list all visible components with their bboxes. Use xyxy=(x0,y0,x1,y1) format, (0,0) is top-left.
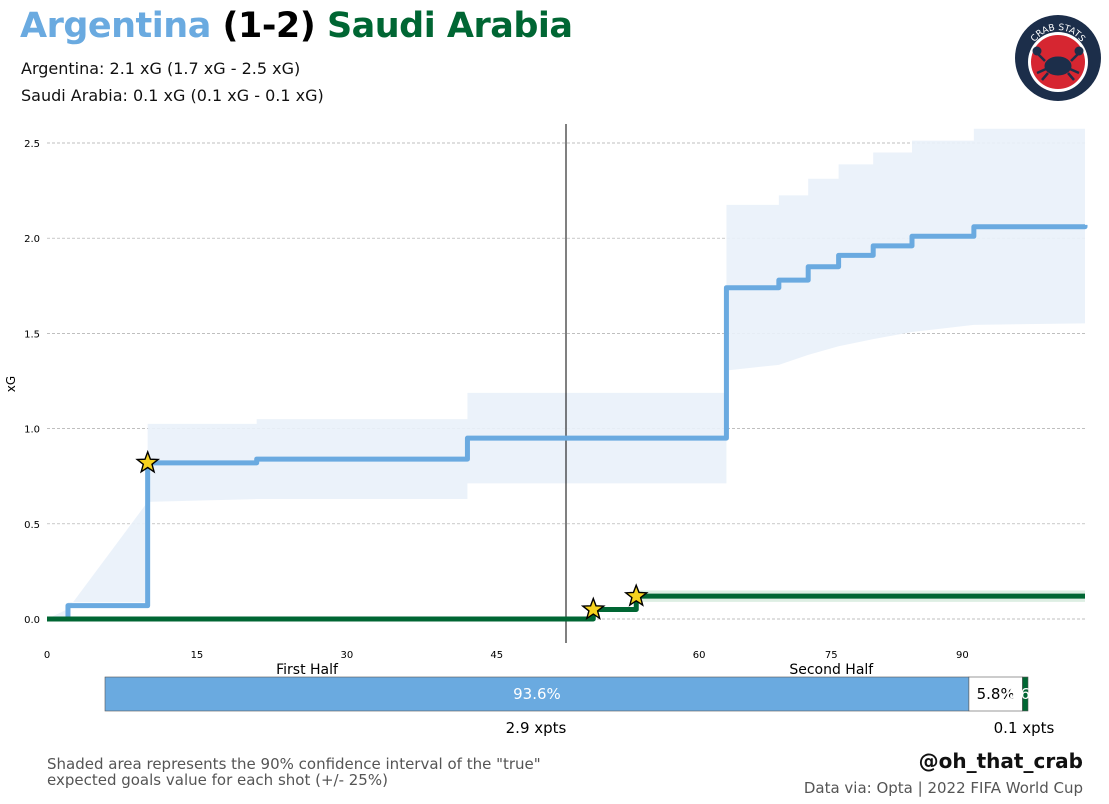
saudi-xpts: 0.1 xpts xyxy=(994,719,1055,737)
half-label: Second Half xyxy=(789,662,874,678)
saudi-win-segment xyxy=(1022,676,1029,712)
y-tick-label: 1.0 xyxy=(24,425,40,436)
match-title: Argentina (1-2) Saudi Arabia xyxy=(20,6,573,46)
draw-pct: 5.8% xyxy=(977,685,1015,703)
crab-stats-logo: CRAB STATS xyxy=(1015,15,1101,101)
y-tick-label: 0.0 xyxy=(24,615,40,626)
draw-segment xyxy=(968,676,1023,712)
goal-star-icon xyxy=(623,583,649,607)
axis-ticks: 0.0 0.5 1.0 1.5 2.0 2.5 0 15 30 45 60 75 90 First Hal… xyxy=(24,139,969,678)
x-tick-label: 30 xyxy=(340,650,353,661)
x-tick-label: 15 xyxy=(191,650,204,661)
x-tick-label: 75 xyxy=(825,650,838,661)
data-source: Data via: Opta | 2022 FIFA World Cup xyxy=(803,779,1083,797)
confidence-note: Shaded area represents the 90% confidenc… xyxy=(47,755,541,789)
y-tick-label: 2.5 xyxy=(24,139,40,150)
argentina-xpts: 2.9 xpts xyxy=(506,719,567,737)
half-label: First Half xyxy=(276,662,339,678)
goal-star-icon xyxy=(135,449,161,474)
y-axis-label: xG xyxy=(4,376,18,392)
x-tick-label: 0 xyxy=(44,650,50,661)
goal-markers xyxy=(135,449,649,621)
saudi-xg-line: Saudi Arabia: 0.1 xG (0.1 xG - 0.1 xG) xyxy=(21,86,324,105)
twitter-handle[interactable]: @oh_that_crab xyxy=(918,749,1083,773)
argentina-win-segment xyxy=(104,676,970,712)
series-line xyxy=(47,593,1085,622)
argentina-xg-line: Argentina: 2.1 xG (1.7 xG - 2.5 xG) xyxy=(21,59,301,78)
outcome-bar: 93.6% 5.8%0.6% 2.9 xpts 0.1 xpts xyxy=(104,676,1055,737)
crab-icon xyxy=(1032,46,1084,81)
argentina-win-pct: 93.6% xyxy=(513,685,561,703)
saudi-win-pct: 0.6% xyxy=(1006,685,1044,703)
x-tick-label: 60 xyxy=(693,650,706,661)
team2-name: Saudi Arabia xyxy=(326,6,573,46)
team1-name: Argentina xyxy=(20,6,211,46)
goal-star-icon xyxy=(580,596,606,621)
x-tick-label: 90 xyxy=(956,650,969,661)
y-tick-label: 1.5 xyxy=(24,329,40,340)
confidence-band xyxy=(47,126,1085,619)
score: (1-2) xyxy=(222,6,316,46)
x-tick-label: 45 xyxy=(490,650,503,661)
y-tick-label: 0.5 xyxy=(24,520,40,531)
y-tick-label: 2.0 xyxy=(24,234,40,245)
